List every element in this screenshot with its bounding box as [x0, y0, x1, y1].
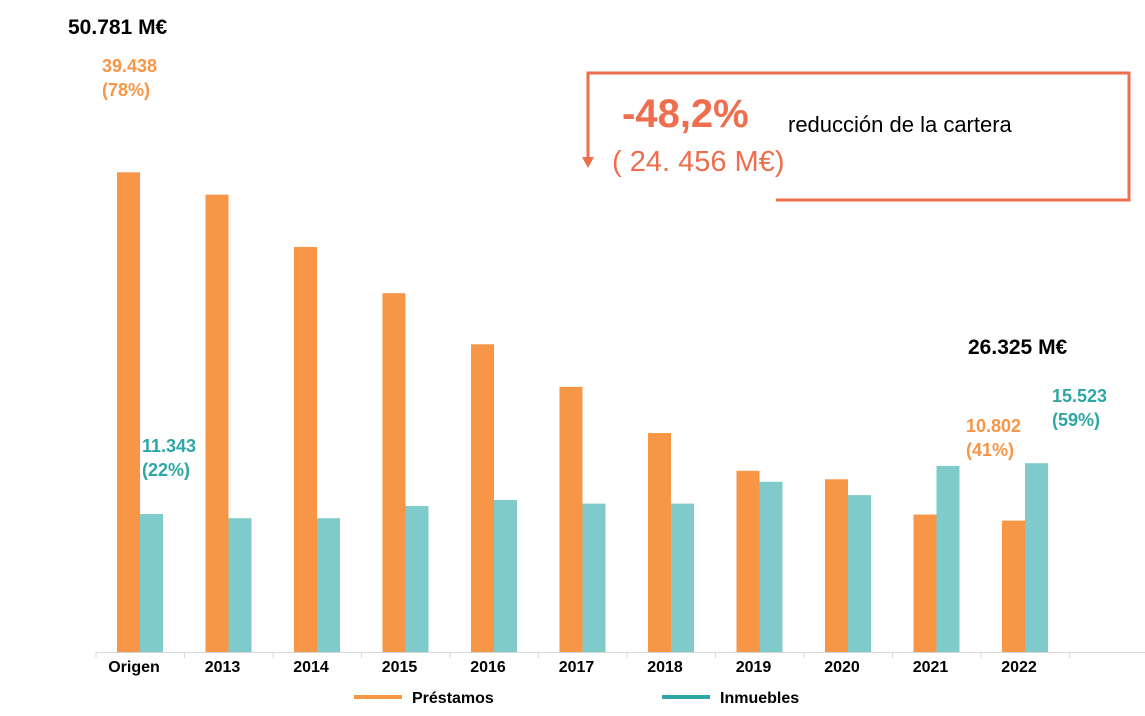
x-tick-label: 2021	[913, 659, 949, 676]
x-tick-label: 2016	[470, 659, 506, 676]
final-prestamos-pct: (41%)	[966, 440, 1015, 460]
callout-amount: ( 24. 456 M€)	[612, 146, 785, 178]
bar-inmuebles-2021	[936, 465, 960, 652]
bar-inmuebles-2017	[582, 503, 606, 652]
bar-prestamos-2019	[736, 470, 760, 652]
bars-group	[117, 172, 1048, 653]
origin-inmuebles-pct: (22%)	[142, 460, 191, 480]
bar-prestamos-2021	[913, 514, 937, 652]
final-prestamos-value: 10.802	[966, 416, 1022, 436]
bar-inmuebles-2019	[759, 481, 783, 652]
bar-prestamos-2018	[648, 433, 671, 652]
bar-prestamos-2015	[382, 293, 406, 652]
bar-inmuebles-2014	[317, 518, 340, 652]
final-total-label: 26.325 M€	[968, 336, 1068, 359]
bar-prestamos-2017	[559, 386, 583, 652]
bar-inmuebles-2022	[1025, 463, 1048, 652]
x-tick-label: 2017	[559, 659, 595, 676]
final-inmuebles-pct: (59%)	[1052, 410, 1101, 430]
legend: Préstamos Inmuebles	[354, 690, 799, 707]
callout-percent: -48,2%	[622, 92, 749, 136]
x-tick-label: 2014	[293, 659, 329, 676]
origin-total-label: 50.781 M€	[68, 16, 168, 39]
bar-prestamos-origen	[117, 172, 140, 652]
legend-label-inmuebles: Inmuebles	[720, 690, 799, 707]
callout-box	[582, 71, 1131, 202]
bar-inmuebles-2015	[405, 506, 429, 652]
callout-border	[586, 71, 1131, 202]
final-inmuebles-label: 15.523 (59%)	[1052, 384, 1107, 432]
final-inmuebles-value: 15.523	[1052, 386, 1108, 406]
origin-inmuebles-label: 11.343 (22%)	[142, 434, 196, 482]
bar-prestamos-2016	[471, 344, 494, 652]
x-tick-label: 2013	[205, 659, 241, 676]
x-tick-label: 2022	[1001, 659, 1037, 676]
origin-prestamos-label: 39.438 (78%)	[102, 54, 157, 102]
bar-prestamos-2022	[1002, 520, 1025, 652]
x-tick-label: 2018	[647, 659, 683, 676]
bar-inmuebles-2018	[671, 503, 694, 652]
bar-inmuebles-2020	[848, 495, 871, 652]
bar-inmuebles-2016	[494, 499, 517, 652]
bar-inmuebles-2013	[228, 518, 252, 652]
x-axis: Origen 2013 2014 2015 2016 2017 2018 2019 2020 20…	[95, 652, 1145, 676]
x-tick-label: Origen	[108, 659, 160, 676]
x-tick-label: 2020	[824, 659, 860, 676]
bar-prestamos-2013	[205, 194, 229, 652]
legend-label-prestamos: Préstamos	[412, 690, 494, 707]
callout-text: reducción de la cartera	[788, 112, 1012, 137]
bar-inmuebles-origen	[140, 514, 163, 652]
x-tick-label: 2019	[736, 659, 772, 676]
origin-prestamos-value: 39.438	[102, 56, 158, 76]
bar-prestamos-2020	[825, 479, 848, 652]
down-arrow-icon	[582, 157, 594, 168]
final-prestamos-label: 10.802 (41%)	[966, 414, 1021, 462]
origin-inmuebles-value: 11.343	[142, 436, 197, 456]
origin-prestamos-pct: (78%)	[102, 80, 151, 100]
bar-prestamos-2014	[294, 246, 317, 653]
x-tick-label: 2015	[382, 659, 418, 676]
